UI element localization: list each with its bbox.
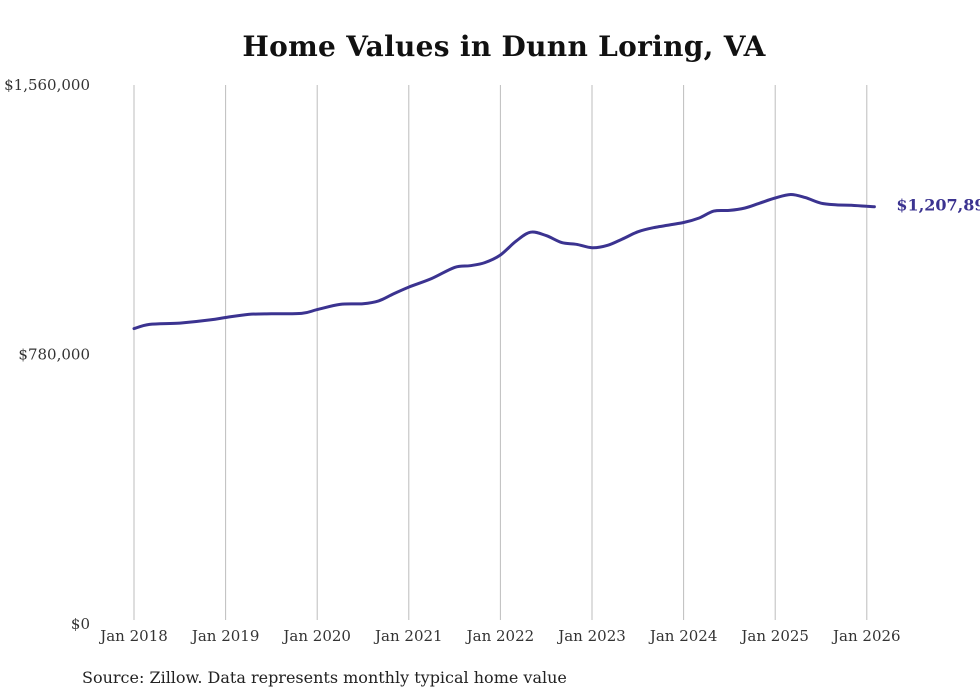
x-axis-ticks: Jan 2018 Jan 2019 Jan 2020 Jan 2021 Jan 2022… (98, 627, 900, 645)
x-tick-label-7: Jan 2025 (739, 627, 809, 645)
y-tick-label-1: $780,000 (18, 346, 90, 364)
y-tick-label-2: $1,560,000 (4, 76, 90, 94)
x-tick-label-5: Jan 2023 (556, 627, 626, 645)
end-value-label: $1,207,899 (896, 196, 980, 215)
y-axis-ticks: $0 $780,000 $1,560,000 (4, 76, 90, 633)
x-tick-label-3: Jan 2021 (373, 627, 443, 645)
x-tick-label-8: Jan 2026 (831, 627, 901, 645)
x-tick-label-6: Jan 2024 (648, 627, 718, 645)
x-tick-label-2: Jan 2020 (281, 627, 351, 645)
y-tick-label-0: $0 (71, 615, 90, 633)
source-note: Source: Zillow. Data represents monthly … (82, 668, 567, 687)
data-labels: $1,207,899 (896, 196, 980, 215)
x-tick-label-1: Jan 2019 (190, 627, 260, 645)
gridlines (133, 85, 868, 620)
chart-title: Home Values in Dunn Loring, VA (242, 30, 766, 63)
x-tick-label-4: Jan 2022 (465, 627, 535, 645)
series-line-0 (132, 193, 876, 331)
series-layer (132, 193, 876, 331)
x-tick-label-0: Jan 2018 (98, 627, 168, 645)
